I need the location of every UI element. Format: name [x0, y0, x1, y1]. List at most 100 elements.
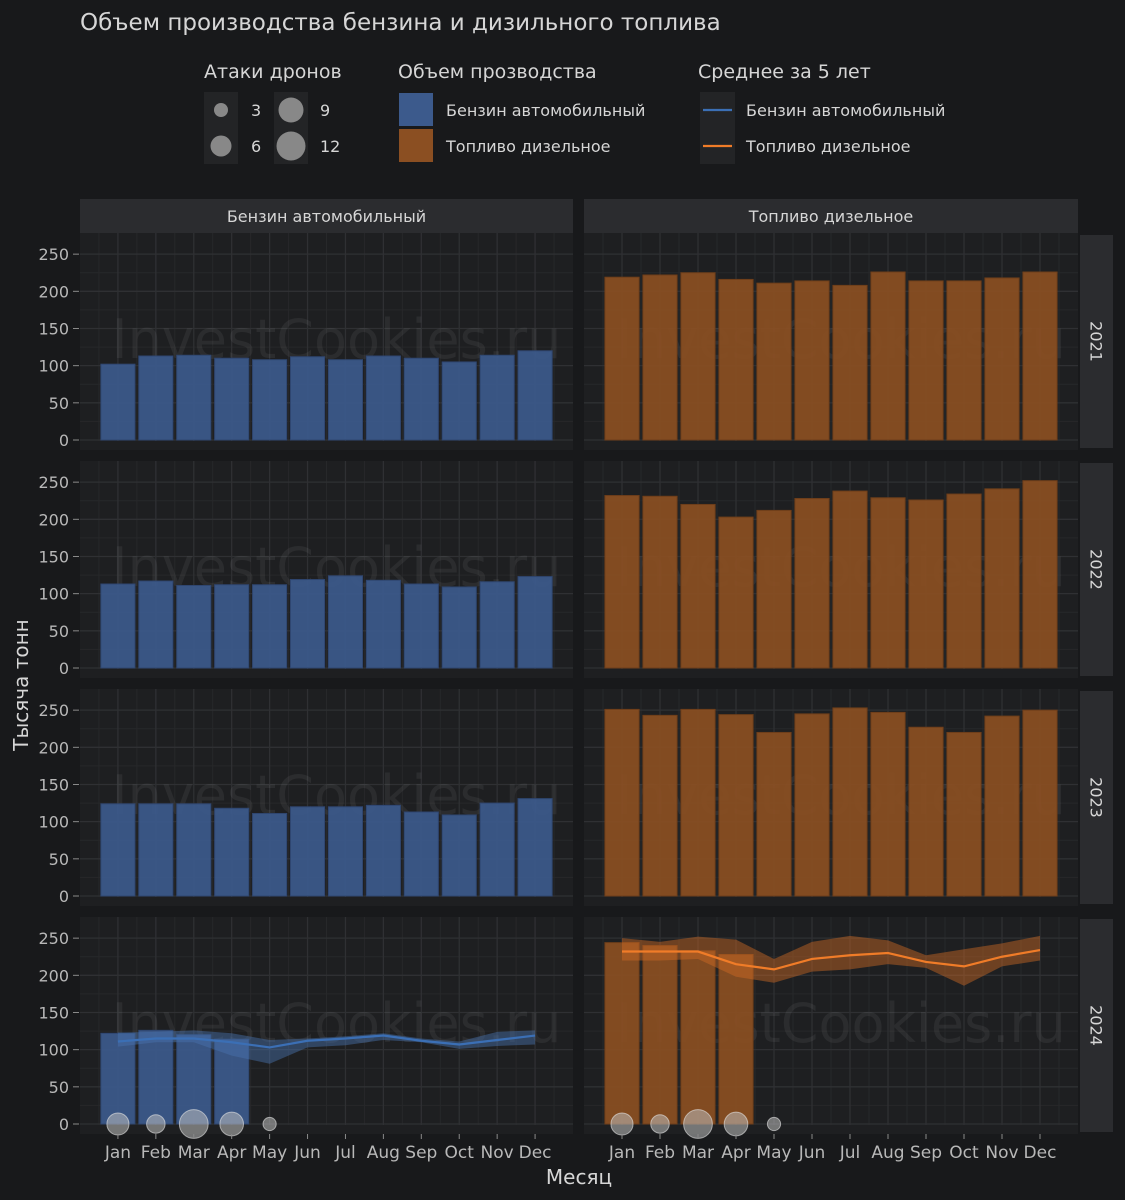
- x-tick-label: Jun: [293, 1143, 321, 1163]
- x-tick-label: Apr: [721, 1143, 750, 1163]
- bar-Feb: [642, 274, 678, 441]
- y-tick-label: 250: [38, 929, 69, 948]
- x-tick-label: May: [252, 1143, 287, 1163]
- legend-drone-label-3: 3: [251, 101, 261, 120]
- legend-swatch-gasoline: [399, 93, 433, 126]
- bar-Feb: [138, 580, 174, 669]
- bar-Jan: [604, 276, 640, 441]
- x-tick-label: Oct: [445, 1143, 475, 1163]
- y-tick-label: 50: [49, 850, 69, 869]
- bar-Aug: [365, 804, 401, 897]
- x-tick-label: Jul: [334, 1143, 356, 1163]
- bar-May: [252, 359, 288, 441]
- y-tick-label: 100: [38, 813, 69, 832]
- y-tick-label: 200: [38, 966, 69, 985]
- bar-Apr: [718, 714, 754, 897]
- average-line: [117, 1034, 536, 1049]
- panel-1-2021: InvestCookies.ru: [584, 233, 1078, 450]
- legend-drone-bubble-12: [276, 131, 306, 161]
- bar-Jul: [832, 284, 868, 441]
- drone-bubble-May: [262, 1116, 277, 1132]
- average-ribbon: [622, 935, 1040, 986]
- panel-0-2023: InvestCookies.ru: [80, 689, 573, 906]
- bar-May: [756, 509, 792, 669]
- bar-Dec: [517, 350, 553, 441]
- bar-Jan: [604, 495, 640, 669]
- y-tick-label: 200: [38, 282, 69, 301]
- y-tick-label: 0: [59, 431, 69, 450]
- bar-Jul: [327, 359, 364, 441]
- x-tick-label: Oct: [949, 1143, 979, 1163]
- bar-May: [252, 812, 288, 897]
- bar-Aug: [870, 271, 906, 441]
- y-tick-label: 150: [38, 547, 69, 566]
- y-tick-label: 50: [49, 1078, 69, 1097]
- y-tick-label: 200: [38, 738, 69, 757]
- panel-1-2022: InvestCookies.ru: [584, 461, 1078, 678]
- bar-Sep: [908, 726, 944, 897]
- bar-Dec: [1022, 271, 1058, 441]
- y-tick-label: 100: [38, 585, 69, 604]
- x-tick-label: Feb: [141, 1143, 171, 1163]
- legend-production: Объем прозводства Бензин автомобильный Т…: [398, 61, 645, 162]
- bar-Oct: [946, 493, 982, 669]
- bar-Nov: [984, 715, 1020, 897]
- x-tick-label: Sep: [405, 1143, 437, 1163]
- bar-Feb: [642, 714, 678, 897]
- x-tick-label: Nov: [985, 1143, 1018, 1163]
- bar-Jul: [832, 707, 868, 897]
- bar-Jun: [794, 280, 830, 441]
- y-tick-label: 100: [38, 357, 69, 376]
- bar-Jul: [327, 575, 364, 669]
- bar-Jan: [100, 1032, 136, 1125]
- legend-drone-attacks: Атаки дронов 3 6 9 12: [204, 61, 342, 164]
- y-tick-label: 100: [38, 1041, 69, 1060]
- facet-label-year: 2022: [1087, 549, 1106, 590]
- bar-Mar: [680, 503, 716, 669]
- bar-Mar: [176, 354, 212, 441]
- bar-May: [252, 584, 288, 669]
- y-tick-label: 150: [38, 775, 69, 794]
- bar-Dec: [517, 576, 553, 669]
- bar-Jun: [289, 579, 326, 669]
- bar-Sep: [908, 280, 944, 441]
- drone-bubble-Jan: [106, 1112, 130, 1136]
- bar-Sep: [908, 499, 944, 669]
- facet-strip-year: [1080, 463, 1113, 676]
- bar-Sep: [403, 357, 439, 441]
- y-tick-label: 50: [49, 622, 69, 641]
- bar-Dec: [1022, 709, 1058, 897]
- x-tick-label: Jul: [839, 1143, 861, 1163]
- facet-label-year: 2021: [1087, 321, 1106, 362]
- bar-Mar: [176, 584, 212, 669]
- bar-Jan: [100, 803, 136, 897]
- bar-May: [756, 731, 792, 897]
- bar-Apr: [214, 807, 250, 897]
- legend-average-label-diesel: Топливо дизельное: [745, 137, 911, 156]
- x-tick-label: Mar: [682, 1143, 714, 1163]
- y-tick-label: 0: [59, 659, 69, 678]
- bar-Jun: [289, 806, 326, 897]
- y-tick-label: 250: [38, 473, 69, 492]
- x-tick-label: Apr: [217, 1143, 246, 1163]
- bar-Jun: [794, 498, 830, 669]
- chart-panels: 2021 2022 2023 2024 0 50 100 150 200 250 0 50 100 150…: [38, 233, 1113, 1163]
- bar-Nov: [479, 581, 515, 669]
- y-tick-label: 150: [38, 1003, 69, 1022]
- bar-May: [756, 282, 792, 441]
- bar-Sep: [403, 811, 439, 897]
- legend-drone-label-9: 9: [320, 101, 330, 120]
- bar-Nov: [479, 354, 515, 441]
- bar-Jan: [100, 583, 136, 669]
- bar-Jan: [100, 363, 136, 441]
- bar-Aug: [870, 711, 906, 897]
- average-ribbon: [117, 1030, 536, 1064]
- bar-Aug: [870, 497, 906, 669]
- drone-bubble-Apr: [219, 1111, 245, 1137]
- panel-0-2024: InvestCookies.ru: [80, 917, 573, 1139]
- bar-Mar: [680, 708, 716, 897]
- bar-Jul: [832, 490, 868, 669]
- x-tick-label: Dec: [519, 1143, 552, 1163]
- facet-strip-gasoline: [80, 199, 573, 233]
